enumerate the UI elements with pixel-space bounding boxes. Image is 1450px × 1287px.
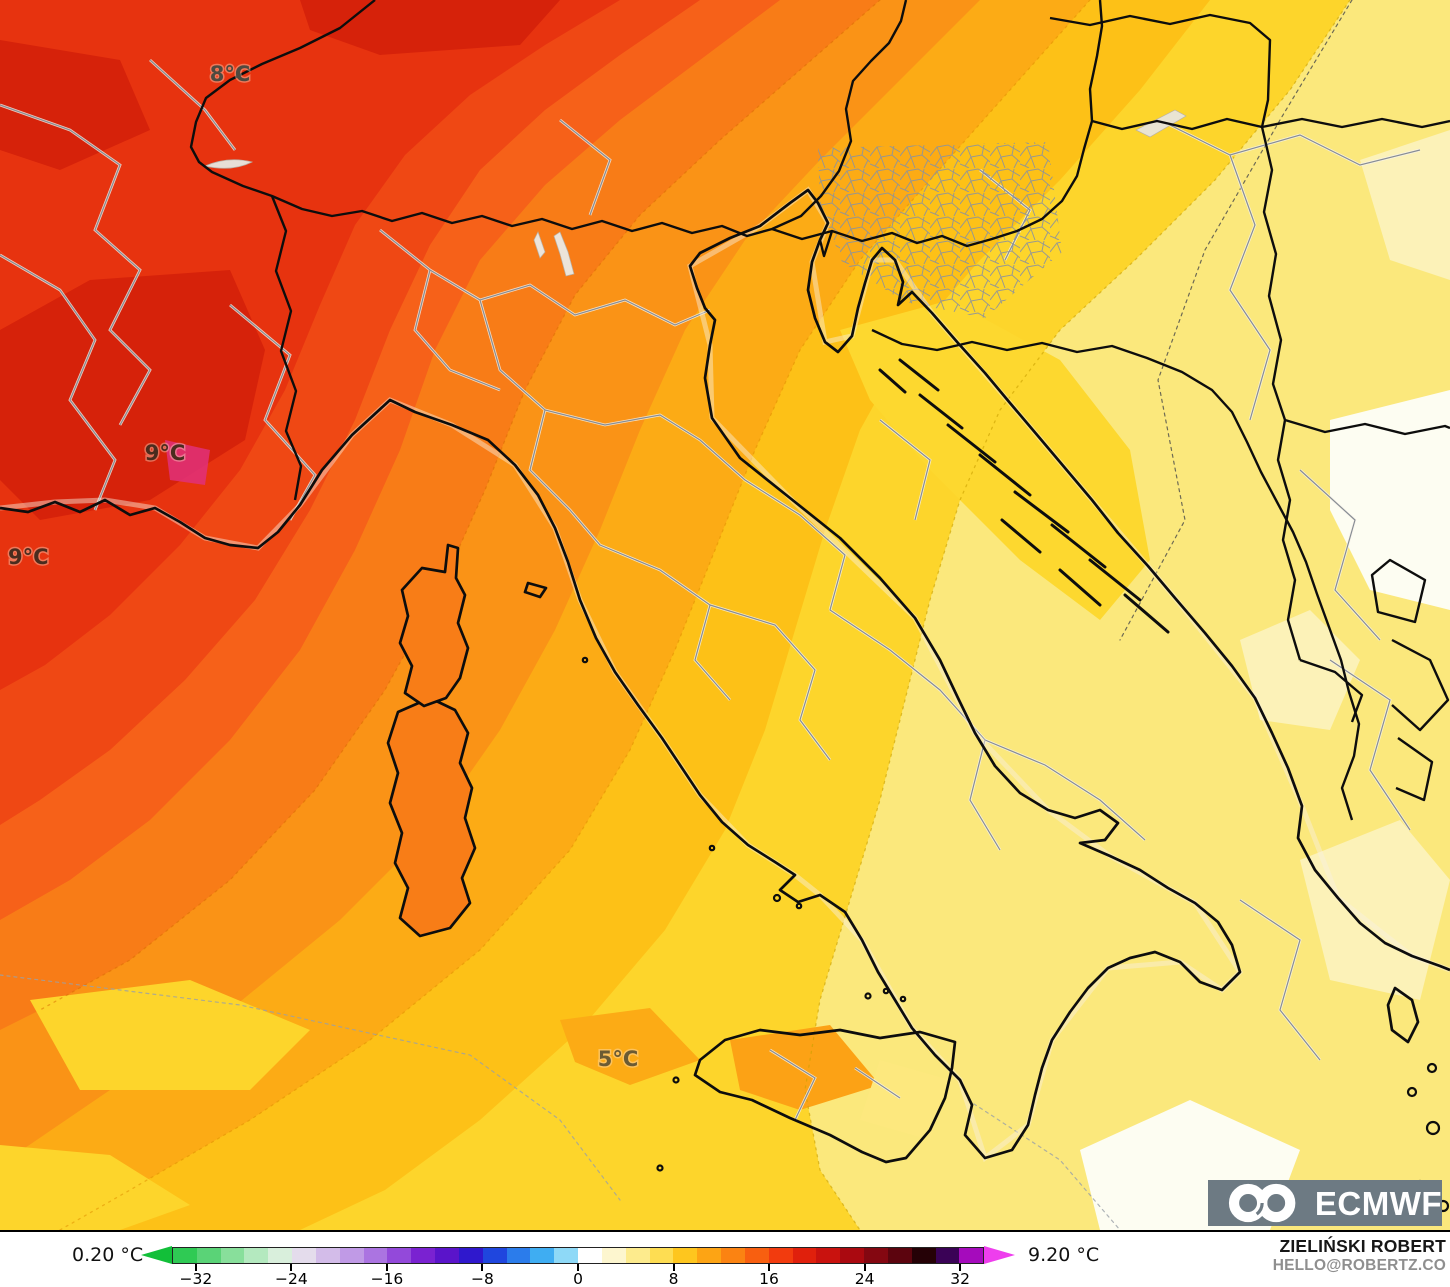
attribution: ZIELIŃSKI ROBERT HELLO@ROBERTZ.CO: [1273, 1236, 1446, 1276]
legend-max-label: 9.20 °C: [1028, 1244, 1100, 1266]
legend-bar: 0.20 °C −32 −24 −16 −8 0 8 16 24 32 9.20 °C ZIEL…: [0, 1230, 1450, 1287]
colorbar-cell: [554, 1248, 579, 1263]
contour-label-9c-alps: 9°C: [145, 441, 186, 465]
colorbar-cell: [244, 1248, 269, 1263]
colorbar-cell: [435, 1248, 459, 1263]
colorbar-right-arrow: [984, 1246, 1015, 1264]
colorbar-cell: [601, 1248, 626, 1263]
temperature-bands: [0, 0, 1450, 1230]
colorbar-cell: [315, 1248, 340, 1263]
colorbar-cell: [339, 1248, 364, 1263]
colorbar-cell: [768, 1248, 793, 1263]
colorbar-cell: [744, 1248, 769, 1263]
temperature-map: 8°C 9°C 9°C 5°C ECMWF: [0, 0, 1450, 1230]
colorbar-cell: [196, 1248, 221, 1263]
dalmatian-islands: [878, 358, 1170, 634]
colorbar-cell: [697, 1248, 722, 1263]
contour-label-9c-sea: 9°C: [8, 545, 49, 569]
colorbar-cell: [840, 1248, 865, 1263]
municipal-mesh: [818, 142, 1062, 318]
lakes: [203, 109, 1187, 277]
contour-label-5c: 5°C: [598, 1047, 639, 1071]
colorbar-cell: [292, 1248, 316, 1263]
attribution-email: HELLO@ROBERTZ.CO: [1272, 1257, 1446, 1274]
ecmwf-logo-text: ECMWF: [1314, 1184, 1442, 1222]
colorbar-cell: [482, 1248, 507, 1263]
colorbar-cell: [387, 1248, 412, 1263]
colorbar-cell: [649, 1248, 674, 1263]
colorbar-left-arrow: [141, 1246, 172, 1264]
colorbar-cell: [721, 1248, 745, 1263]
contour-dashes: [0, 0, 1353, 1230]
colorbar-cell: [268, 1248, 293, 1263]
colorbar-cell: [935, 1248, 960, 1263]
colorbar-cell: [887, 1248, 912, 1263]
coastlines: [0, 188, 1450, 1164]
colorbar-cell: [506, 1248, 531, 1263]
colorbar-cell: [911, 1248, 936, 1263]
colorbar-cell: [959, 1248, 984, 1263]
colorbar-cell: [411, 1248, 436, 1263]
legend-min-label: 0.20 °C: [72, 1244, 144, 1266]
attribution-name: ZIELIŃSKI ROBERT: [1279, 1236, 1446, 1256]
colorbar-ticks: −32 −24 −16 −8 0 8 16 24 32: [172, 1264, 984, 1287]
colorbar-cell: [173, 1248, 197, 1263]
colorbar-cell: [530, 1248, 555, 1263]
colorbar-cell: [816, 1248, 841, 1263]
colorbar-cell: [458, 1248, 483, 1263]
contour-labels: 8°C 9°C 9°C 5°C: [7, 61, 640, 1073]
colorbar-cell: [220, 1248, 245, 1263]
colorbar-cell: [625, 1248, 650, 1263]
contour-label-8c: 8°C: [210, 62, 251, 86]
map-canvas: 8°C 9°C 9°C 5°C: [0, 0, 1450, 1230]
country-borders: [189, 0, 1450, 821]
colorbar-cell: [363, 1248, 388, 1263]
colorbar: [172, 1247, 984, 1264]
colorbar-cell: [578, 1248, 602, 1263]
colorbar-cell: [864, 1248, 888, 1263]
ecmwf-logo-icon: [1228, 1183, 1296, 1223]
ecmwf-logo: ECMWF: [1208, 1180, 1442, 1226]
colorbar-cell: [673, 1248, 698, 1263]
colorbar-cell: [792, 1248, 817, 1263]
